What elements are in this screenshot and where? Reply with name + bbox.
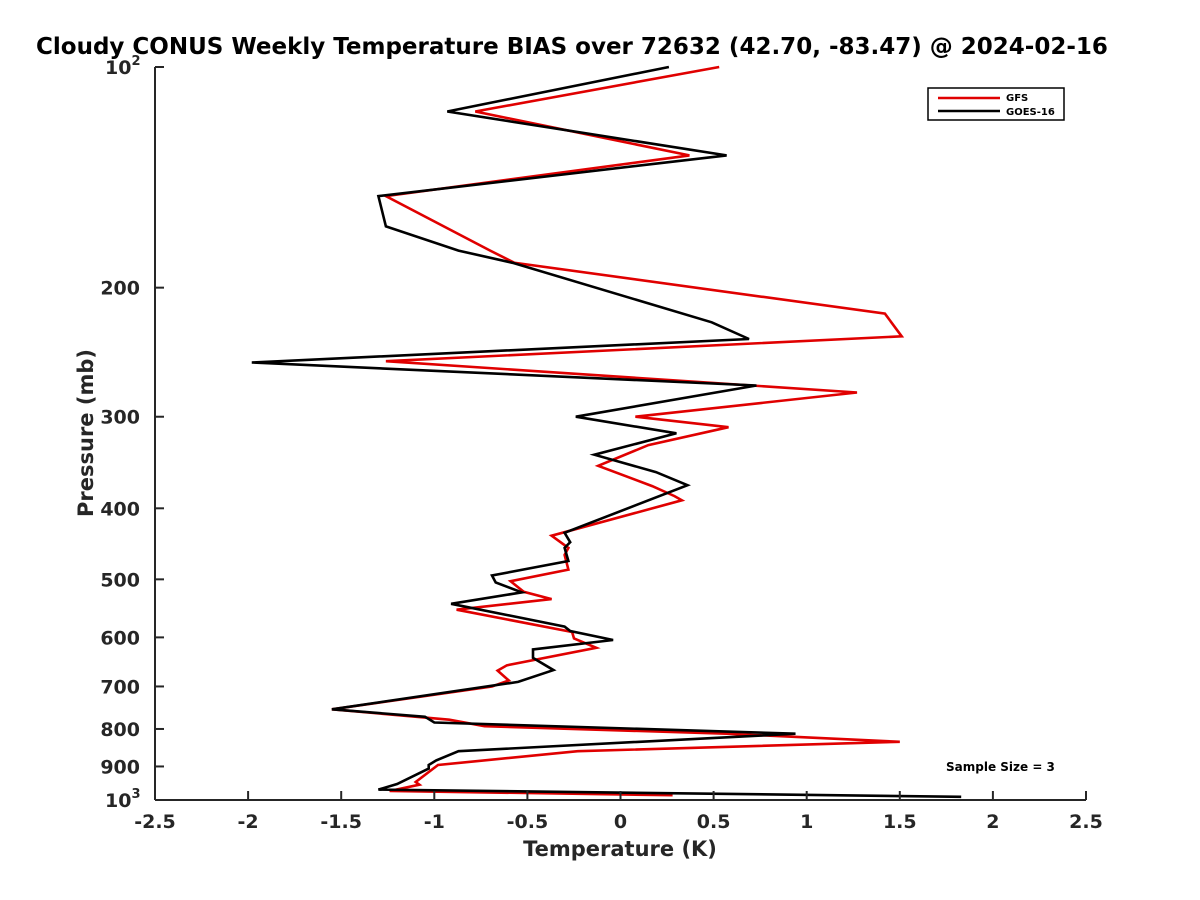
legend-gfs-label: GFS [1006,93,1028,104]
x-tick-label: -0.5 [507,811,549,833]
y-tick-label: 400 [100,498,140,520]
x-tick-label: 2 [986,811,999,833]
series-line-gfs [331,65,905,797]
y-tick-label: 103 [105,787,141,812]
y-tick-label: 102 [105,54,141,79]
y-tick-label: 500 [100,569,140,591]
x-axis-label: Temperature (K) [523,837,717,861]
chart-title: Cloudy CONUS Weekly Temperature BIAS ove… [36,34,1108,60]
x-tick-label: -2.5 [134,811,176,833]
y-tick-label: 300 [100,407,140,429]
x-tick-label: -1.5 [320,811,362,833]
y-tick-label: 900 [100,756,140,778]
series-line-goes-16 [251,65,962,799]
x-tick-label: -2 [238,811,259,833]
x-axis-ticks: -2.5 -2 -1.5 -1 -0.5 0 0.5 1 1.5 2 2.5 [134,791,1103,833]
x-tick-label: 0.5 [697,811,731,833]
plot-lines [251,65,962,799]
x-tick-label: -1 [424,811,445,833]
sample-size-note: Sample Size = 3 [946,760,1055,774]
legend-goes16-label: GOES-16 [1006,107,1055,118]
y-tick-label: 800 [100,719,140,741]
y-tick-label: 600 [100,627,140,649]
x-tick-label: 0 [614,811,627,833]
y-axis-ticks: 102 200 300 400 500 600 700 800 900 103 [100,54,164,812]
x-tick-label: 1.5 [883,811,917,833]
y-tick-label: 200 [100,278,140,300]
y-tick-label: 700 [100,676,140,698]
legend: GFS GOES-16 [927,87,1065,121]
y-axis-label: Pressure (mb) [74,349,98,517]
x-tick-label: 1 [800,811,813,833]
legend-box [927,87,1065,121]
x-tick-label: 2.5 [1069,811,1103,833]
